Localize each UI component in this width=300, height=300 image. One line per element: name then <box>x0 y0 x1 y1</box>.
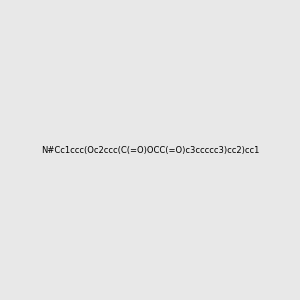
Text: N#Cc1ccc(Oc2ccc(C(=O)OCC(=O)c3ccccc3)cc2)cc1: N#Cc1ccc(Oc2ccc(C(=O)OCC(=O)c3ccccc3)cc2… <box>41 146 259 154</box>
